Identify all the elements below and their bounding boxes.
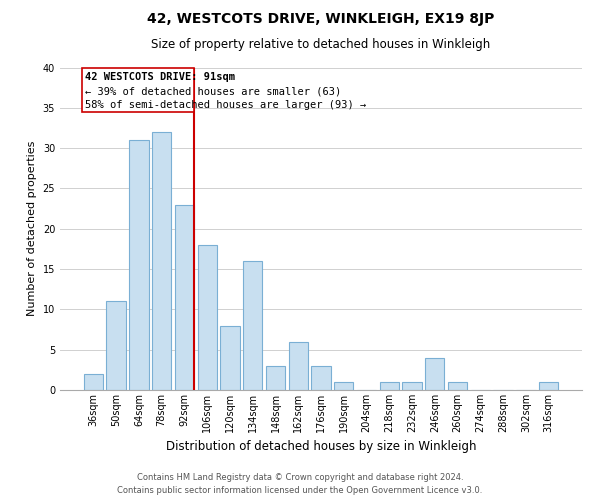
Bar	[266, 366, 285, 390]
Bar	[197, 245, 217, 390]
Bar	[243, 261, 262, 390]
Text: Size of property relative to detached houses in Winkleigh: Size of property relative to detached ho…	[151, 38, 491, 52]
Bar	[403, 382, 422, 390]
Text: ← 39% of detached houses are smaller (63): ← 39% of detached houses are smaller (63…	[85, 86, 341, 97]
Bar	[152, 132, 172, 390]
Text: Contains HM Land Registry data © Crown copyright and database right 2024.
Contai: Contains HM Land Registry data © Crown c…	[118, 474, 482, 495]
Bar	[84, 374, 103, 390]
Bar	[289, 342, 308, 390]
Bar	[334, 382, 353, 390]
Bar	[175, 204, 194, 390]
Y-axis label: Number of detached properties: Number of detached properties	[27, 141, 37, 316]
Text: 42 WESTCOTS DRIVE: 91sqm: 42 WESTCOTS DRIVE: 91sqm	[85, 72, 235, 82]
Bar	[448, 382, 467, 390]
Bar	[539, 382, 558, 390]
Text: 58% of semi-detached houses are larger (93) →: 58% of semi-detached houses are larger (…	[85, 100, 367, 110]
FancyBboxPatch shape	[82, 68, 194, 112]
Bar	[311, 366, 331, 390]
Bar	[106, 302, 126, 390]
Bar	[380, 382, 399, 390]
X-axis label: Distribution of detached houses by size in Winkleigh: Distribution of detached houses by size …	[166, 440, 476, 454]
Bar	[425, 358, 445, 390]
Bar	[129, 140, 149, 390]
Bar	[220, 326, 239, 390]
Text: 42, WESTCOTS DRIVE, WINKLEIGH, EX19 8JP: 42, WESTCOTS DRIVE, WINKLEIGH, EX19 8JP	[148, 12, 494, 26]
